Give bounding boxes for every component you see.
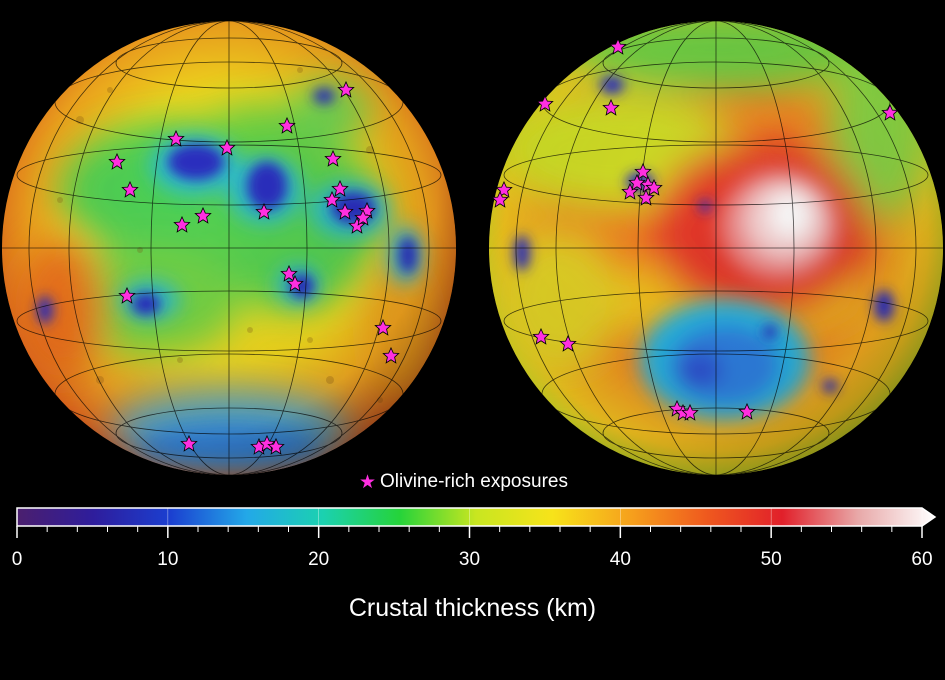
colorbar-title: Crustal thickness (km) (348, 594, 597, 622)
colorbar-tick-label: 20 (308, 549, 330, 570)
moon-maps (2, 21, 943, 475)
colorbar-bar (16, 507, 937, 527)
legend-label: Olivine-rich exposures (380, 471, 568, 492)
colorbar-tick-label: 30 (458, 549, 481, 570)
legend-star-icon: ★ (359, 472, 377, 493)
farside-hemisphere (489, 21, 943, 475)
colorbar-tick-label: 0 (11, 549, 23, 570)
colorbar (16, 507, 937, 538)
colorbar-ticks (16, 508, 923, 538)
colorbar-tick-label: 40 (609, 549, 631, 570)
nearside-hemisphere (2, 21, 456, 475)
colorbar-tick-label: 10 (157, 549, 179, 570)
colorbar-tick-label: 50 (760, 549, 782, 570)
colorbar-tick-label: 60 (911, 549, 933, 570)
